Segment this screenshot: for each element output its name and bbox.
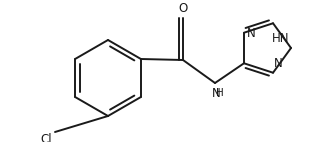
Text: N: N bbox=[247, 27, 256, 40]
Text: Cl: Cl bbox=[40, 133, 52, 142]
Text: N: N bbox=[212, 87, 220, 100]
Text: N: N bbox=[274, 57, 283, 70]
Text: H: H bbox=[216, 88, 224, 98]
Text: O: O bbox=[179, 2, 188, 15]
Text: HN: HN bbox=[272, 32, 289, 45]
